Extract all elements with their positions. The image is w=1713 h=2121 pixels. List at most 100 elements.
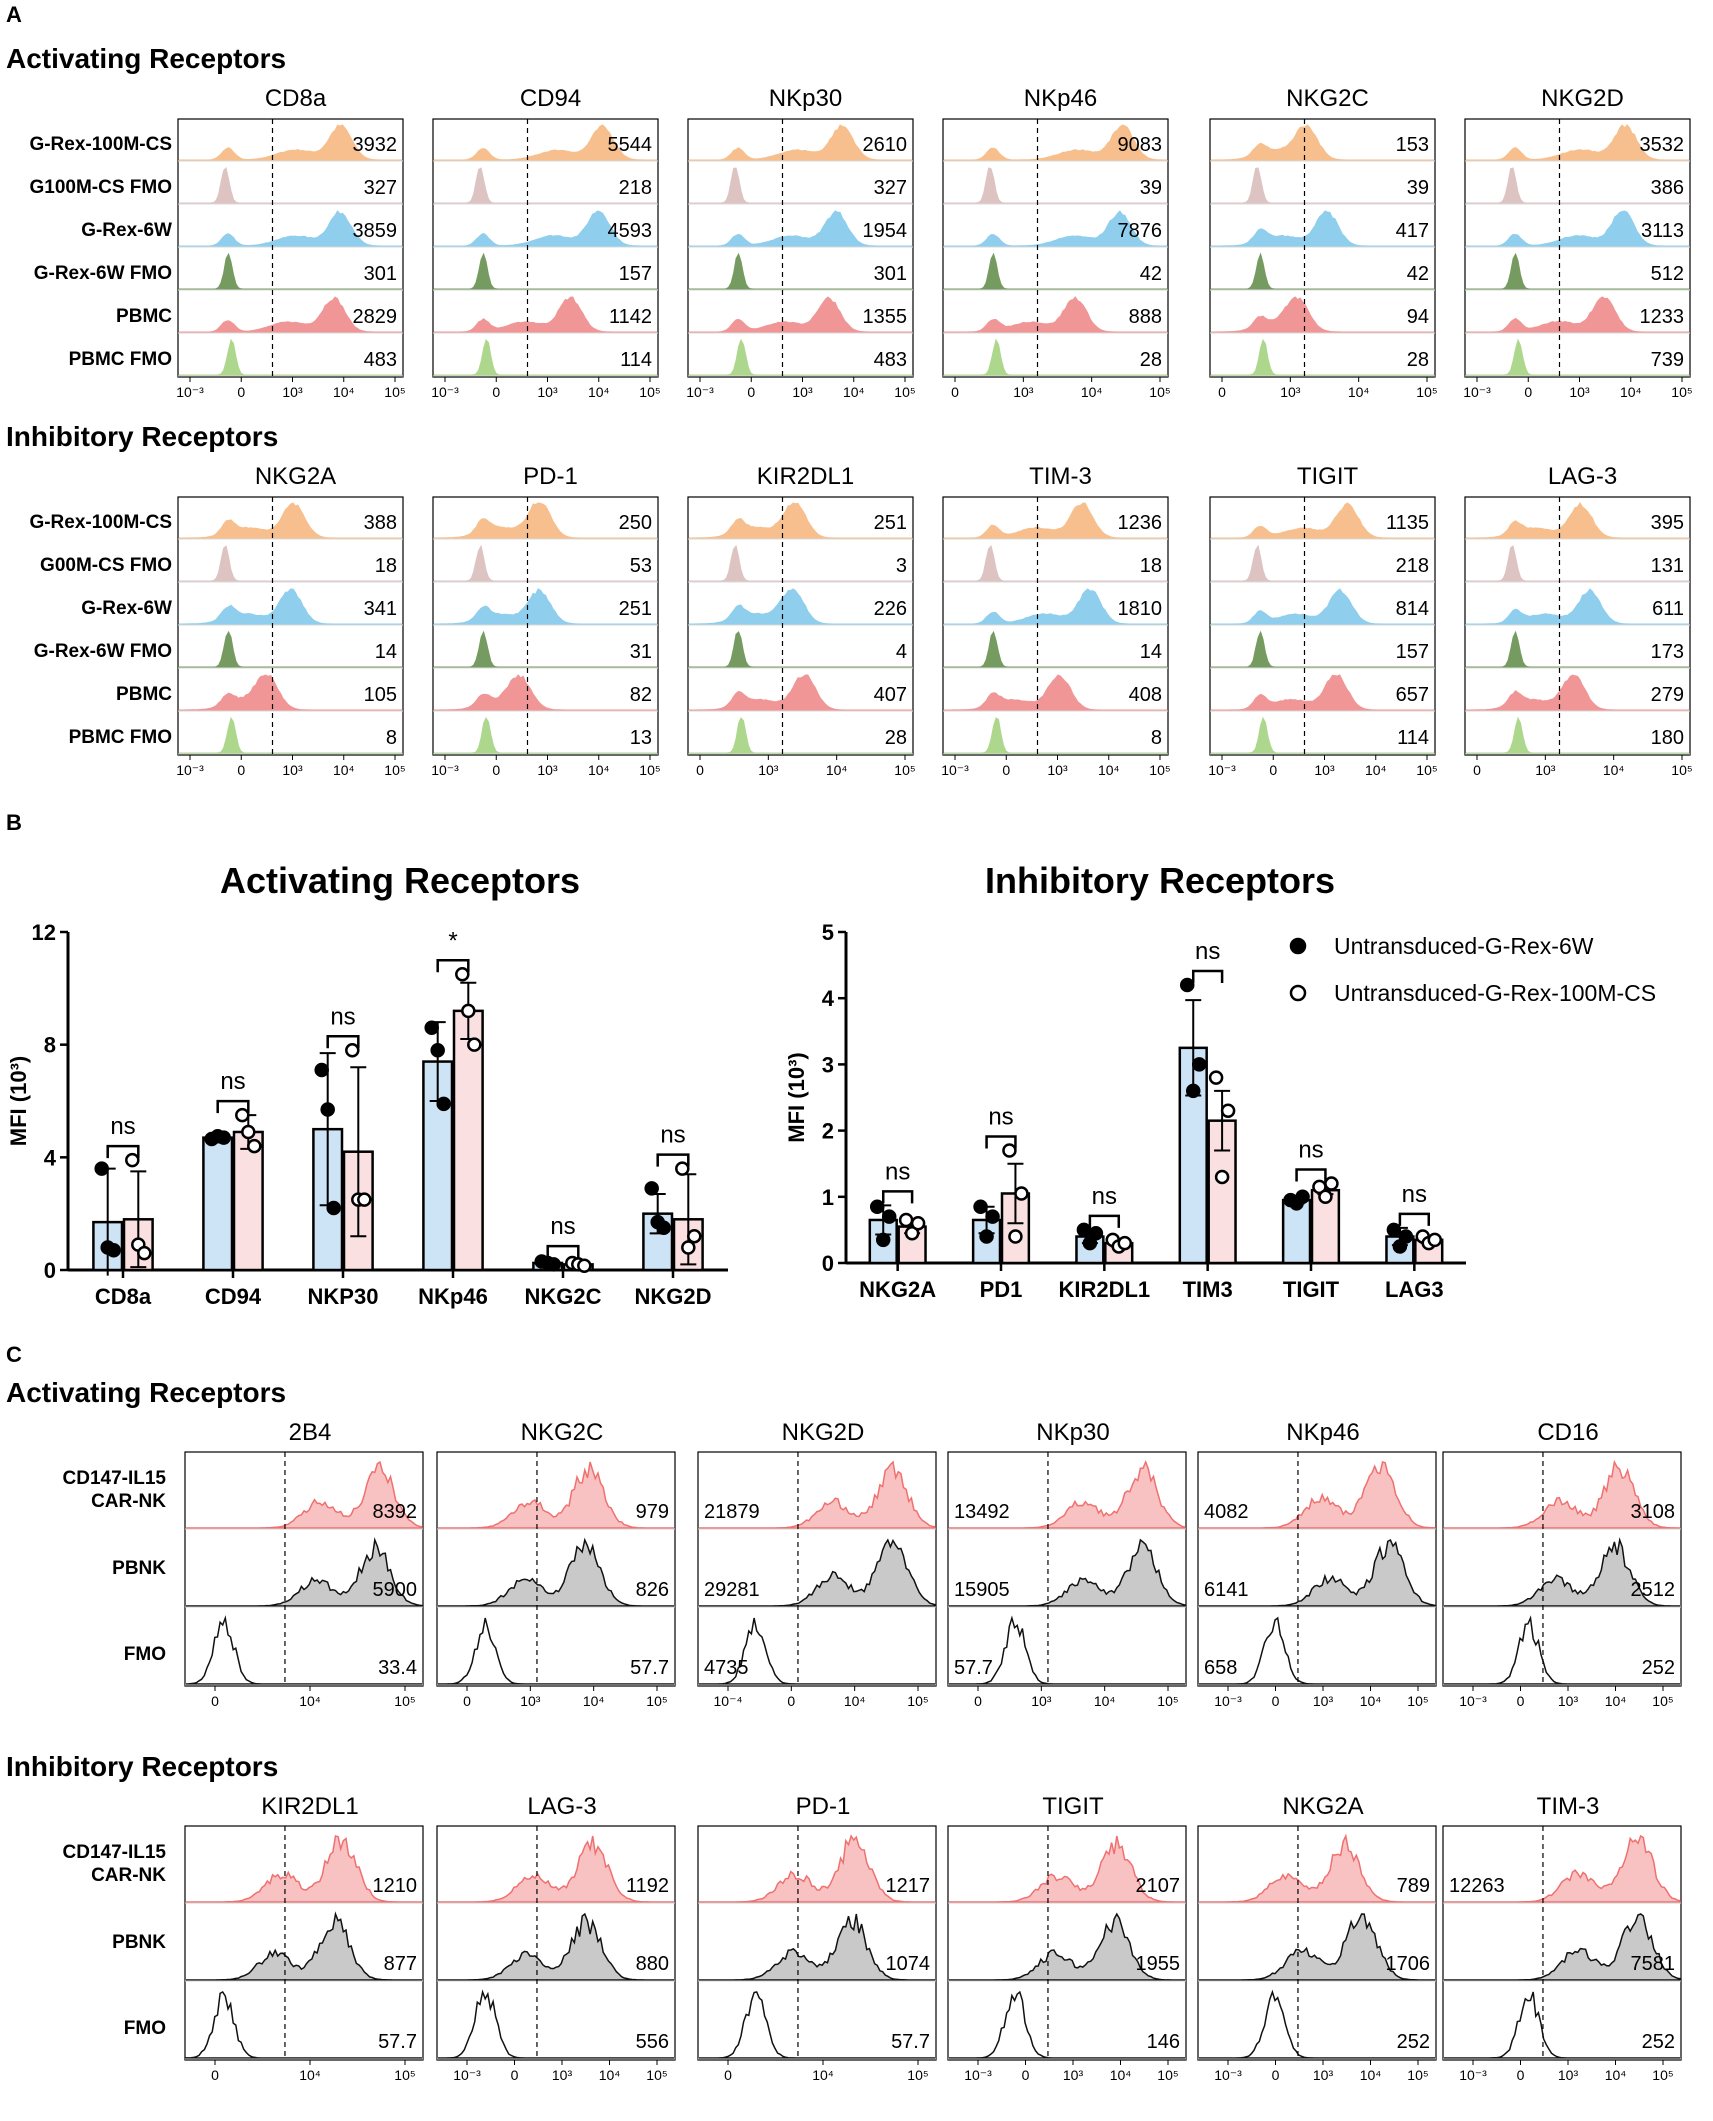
tick-label: 10³ [1047,762,1068,778]
significance-label: ns [1402,1181,1427,1208]
histogram-trace [949,1835,1185,1903]
data-point [125,1152,140,1168]
histogram-fill [1466,716,1689,754]
mfi-value: 979 [636,1501,669,1523]
significance-label: ns [220,1068,245,1095]
data-point [979,1229,994,1244]
bar [232,1130,264,1272]
histogram-panel-nkp46: NKp46 9083 39 7876 42 888 28 0 10³ 10⁴ 10⁵ [942,85,1171,400]
row-label: PBNK [112,1558,166,1579]
mfi-value: 3859 [353,220,398,242]
histogram-trace [186,1911,422,1981]
histogram-fill [179,674,402,711]
section-title: Inhibitory Receptors [6,421,278,452]
mfi-value: 880 [636,1953,669,1975]
category-group-nkg2a: ns NKG2A [859,1158,936,1302]
tick-label: 10⁵ [646,1693,667,1709]
marker-title: PD-1 [796,1793,851,1820]
tick-label: 0 [1517,1693,1525,1709]
mfi-value: 3113 [1641,220,1684,242]
panel-a-section-inhibitory-receptors: Inhibitory Receptors G-Rex-100M-CS G00M-CS… [6,421,1693,778]
histogram-fill [179,588,402,625]
tick-label: 10⁴ [588,762,610,778]
marker-title: TIGIT [1042,1793,1104,1820]
histogram-fill [1211,252,1434,290]
data-point [1208,1070,1224,1085]
mfi-value: 157 [1396,641,1429,663]
tick-label: 10⁵ [394,2067,415,2083]
data-point [106,1243,121,1258]
legend-label: Untransduced-G-Rex-6W [1334,933,1594,959]
mfi-value: 9083 [1118,134,1163,156]
marker-title: NKG2A [1282,1793,1363,1820]
histogram-fill [689,717,912,754]
data-point [1191,1057,1207,1072]
row-label: G-Rex-100M-CS [29,134,172,155]
category-group-tim3: ns TIM3 [1178,938,1237,1302]
tick-label: 0 [1517,2067,1525,2083]
histogram-fill [179,124,402,161]
histogram-fill [944,502,1167,539]
y-tick-label: 4 [44,1145,57,1170]
mfi-value: 417 [1396,220,1429,242]
mfi-value: 252 [1397,2031,1430,2053]
tick-label: 10⁴ [826,762,848,778]
marker-title: NKp30 [769,85,842,112]
data-point [869,1199,885,1214]
mfi-value: 218 [619,177,652,199]
mfi-value: 814 [1396,598,1429,620]
mfi-value: 57.7 [378,2031,417,2053]
mfi-value: 31 [630,641,652,663]
category-group-nkp46: * NKp46 [418,927,488,1309]
marker-title: LAG-3 [1548,463,1617,490]
tick-label: 10⁵ [894,762,915,778]
plot-frame [697,1825,937,2061]
row-label: PBMC [116,684,172,705]
tick-label: 10³ [1535,762,1556,778]
data-point [1214,1169,1230,1185]
panel-a: Activating Receptors G-Rex-100M-CS G100M-C… [6,43,1693,778]
y-tick-label: 2 [822,1119,834,1144]
histogram-fill [1211,338,1434,376]
data-point [1088,1225,1104,1241]
histogram-fill [1211,630,1434,668]
significance-bracket [326,1035,360,1049]
histogram-trace [949,1459,1186,1529]
mfi-value: 53 [630,555,652,577]
legend-label: Untransduced-G-Rex-100M-CS [1334,980,1656,1006]
mfi-value: 483 [874,349,907,371]
data-point [357,1192,372,1207]
histogram-fill [1466,252,1689,290]
mfi-value: 1217 [886,1875,931,1897]
mfi-value: 18 [375,555,397,577]
mfi-value: 226 [874,598,907,620]
bar [1000,1192,1031,1265]
marker-title: NKG2C [1286,85,1369,112]
mfi-value: 1074 [886,1953,931,1975]
mfi-value: 739 [1651,349,1684,371]
plot-frame [177,496,404,756]
tick-label: 0 [211,2067,219,2083]
mfi-value: 1954 [863,220,908,242]
significance-label: ns [330,1003,355,1030]
histogram-fill [1466,674,1689,711]
panel-label-b: B [6,810,22,835]
data-point [137,1245,152,1261]
tick-label: 10⁻³ [1459,1693,1487,1709]
significance-label: ns [1195,938,1220,965]
mfi-value: 888 [1129,306,1162,328]
histogram-fill [434,167,657,204]
histogram-panel-cd94: CD94 5544 218 4593 157 1142 114 10⁻³ 0 10³ 10⁴ 10⁵ [431,85,661,400]
significance-label: ns [1298,1137,1323,1164]
category-group-nkg2d: ns NKG2D [634,1122,711,1309]
tick-label: 10³ [282,762,303,778]
tick-label: 0 [951,384,959,400]
histogram-fill [1466,210,1689,247]
histogram-panel-nkg2a: NKG2A 388 18 341 14 105 8 10⁻³ 0 10³ 10⁴ 10⁵ [176,463,406,778]
histogram-fill [1211,716,1434,754]
histogram-fill [689,296,912,333]
tick-label: 10³ [1280,384,1301,400]
mfi-value: 173 [1651,641,1684,663]
histogram-panel-kir2dl1: KIR2DL1 1210 877 57.7 0 10⁴ 10⁵ [184,1793,424,2083]
